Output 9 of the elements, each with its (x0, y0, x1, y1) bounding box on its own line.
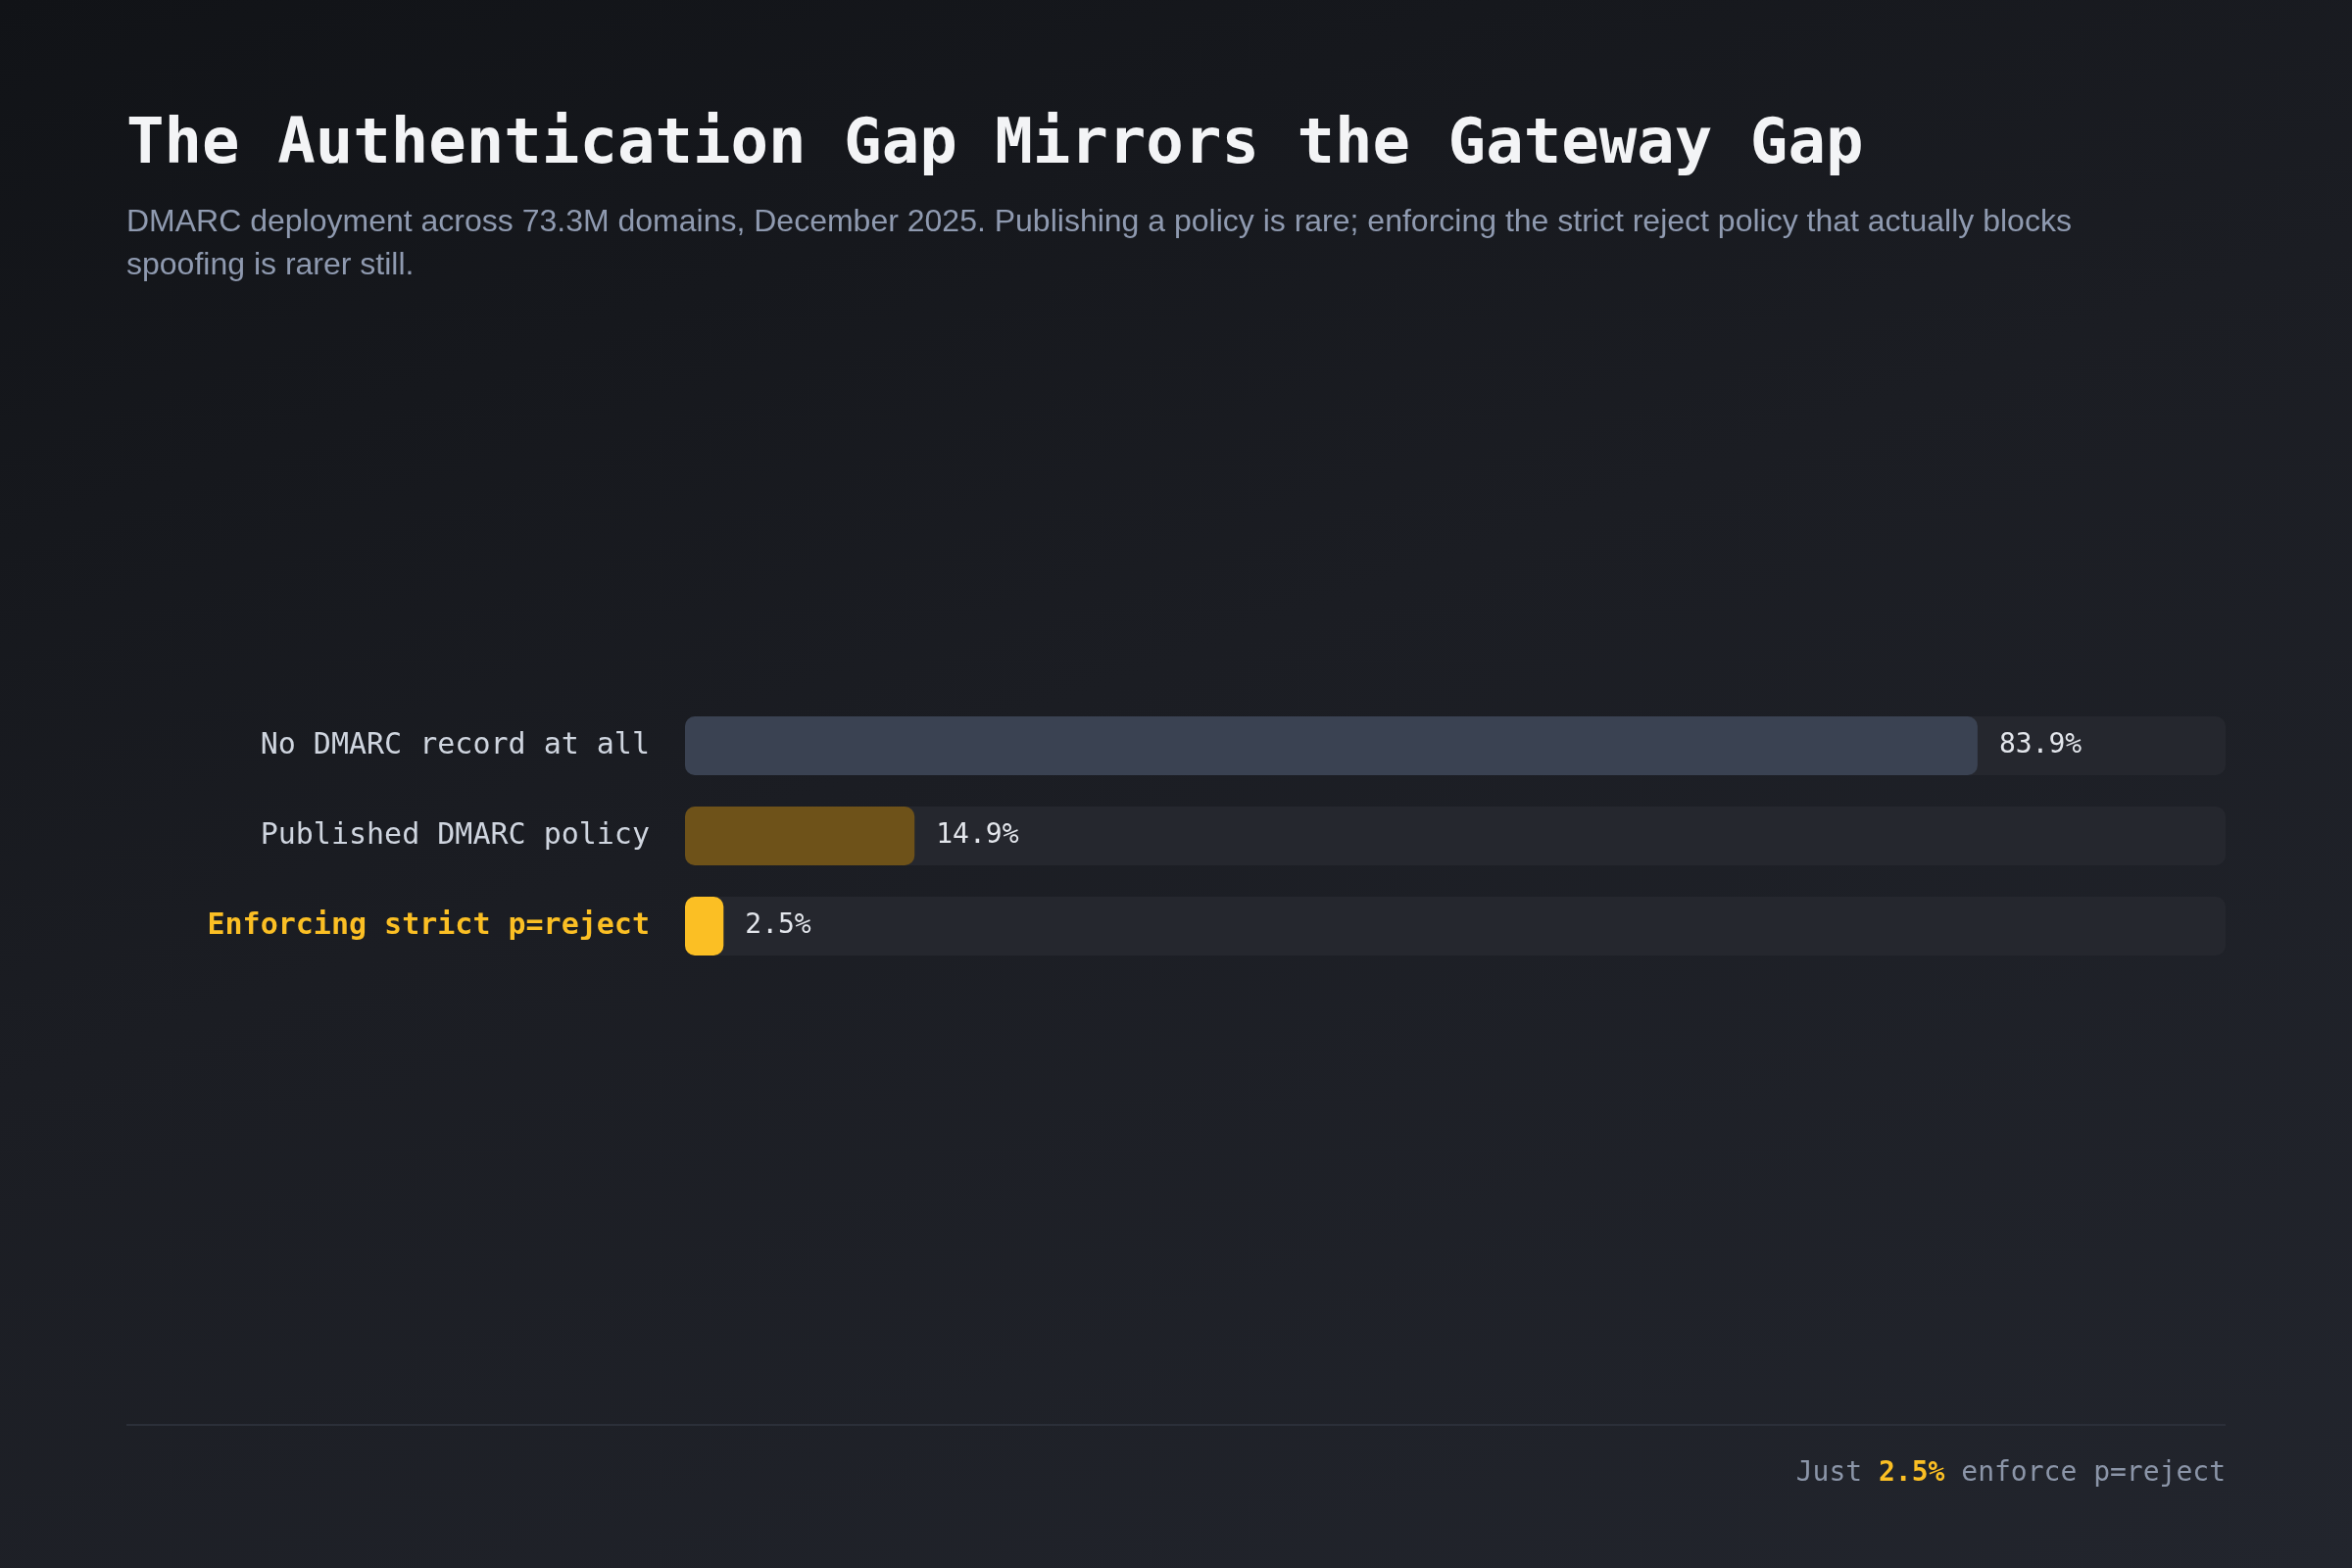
data-label: 83.9% (1998, 727, 2082, 760)
y-tick-label: Enforcing strict p=reject (207, 906, 650, 941)
data-label: 14.9% (936, 817, 1019, 851)
chart-subtitle: DMARC deployment across 73.3M domains, December 2025. Publishing a policy is rare; enforcing the strict reject policy that actually blocks spoofing is rarer still. (126, 202, 2073, 283)
y-tick-label: Published DMARC policy (260, 815, 650, 851)
y-tick-label: No DMARC record at all (260, 725, 650, 760)
chart-title: The Authentication Gap Mirrors the Gateway Gap (126, 105, 1864, 177)
text: Just 2.5% enforce p=reject (1795, 1455, 2226, 1488)
data-label: 2.5% (745, 907, 811, 941)
